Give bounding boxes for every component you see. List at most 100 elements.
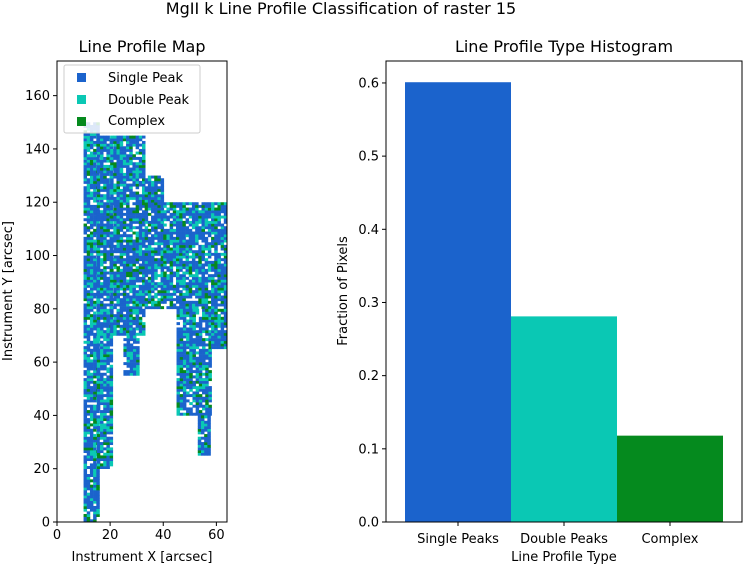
map-pixel [166,279,170,283]
map-pixel [192,346,196,350]
map-pixel [144,236,149,240]
map-pixel [86,218,91,222]
map-pixel [119,332,124,336]
map-pixel [172,242,177,246]
map-pixel [163,210,167,214]
map-pixel [100,463,104,467]
map-pixel [96,194,101,198]
map-pixel [89,162,94,166]
map-pixel [182,284,186,288]
map-pixel [144,178,149,182]
map-pixel [172,255,177,259]
map-pixel [122,172,127,176]
map-pixel [188,279,193,283]
map-pixel [182,380,187,384]
map-pixel [93,346,97,350]
map-pixel [142,164,146,168]
map-pixel [192,396,196,400]
map-pixel [113,303,117,307]
map-pixel [195,402,200,406]
map-pixel [122,324,127,328]
map-pixel [116,236,120,240]
map-pixel [214,316,218,320]
map-pixel [135,255,140,259]
map-pixel [86,148,91,152]
map-pixel [93,474,97,477]
map-pixel [176,410,181,414]
map-pixel [116,146,120,150]
map-pixel [202,311,206,315]
map-pixel [198,359,203,363]
map-pixel [217,271,221,275]
map-pixel [103,394,107,398]
map-pixel [113,140,117,144]
map-pixel [122,266,127,270]
map-pixel [214,300,218,304]
map-pixel [106,252,110,256]
map-pixel [157,215,161,219]
map-pixel [188,260,193,264]
map-pixel [93,460,97,464]
map-pixel [172,212,177,216]
map-pixel [214,250,218,254]
map-pixel [93,271,97,275]
map-pixel [96,340,100,344]
map-pixel [169,252,174,256]
map-pixel [186,386,190,390]
map-pixel [106,351,110,355]
map-pixel [207,274,212,278]
map-pixel [154,260,158,264]
map-pixel [135,236,140,240]
map-pixel [135,324,140,328]
map-pixel [96,188,101,192]
map-pixel [103,308,107,312]
map-pixel [185,202,190,206]
map-pixel [132,226,136,230]
map-pixel [83,223,88,227]
map-pixel [144,226,149,230]
map-pixel [220,228,225,232]
map-pixel [211,343,215,347]
map-pixel [106,463,110,467]
map-pixel [96,228,101,232]
map-pixel [192,356,196,360]
map-pixel [96,223,101,227]
map-pixel [211,204,215,208]
map-pixel [220,303,225,307]
map-pixel [198,351,203,355]
map-pixel [191,212,196,216]
map-pixel [89,444,94,448]
map-pixel [198,324,203,328]
map-pixel [93,207,97,211]
map-pixel [205,372,209,376]
map-pixel [83,415,88,419]
map-pixel [195,332,200,336]
map-pixel [138,215,143,219]
map-pixel [96,364,101,368]
map-pixel [103,196,107,200]
map-pixel [223,266,228,270]
map-pixel [136,356,140,360]
map-pixel [93,519,97,523]
map-pixel [122,199,127,203]
map-pixel [116,180,120,184]
map-pixel [220,279,225,283]
hist-y-tick-label: 0.6 [358,76,379,91]
map-pixel [142,236,146,240]
map-pixel [217,223,221,227]
map-pixel [151,263,155,267]
map-pixel [176,202,180,206]
map-pixel [100,303,104,307]
map-pixel [186,370,190,374]
map-pixel [83,199,88,203]
map-pixel [106,244,110,248]
map-pixel [179,228,183,232]
map-pixel [96,375,101,379]
map-pixel [113,210,117,214]
map-pixel [186,319,190,323]
map-pixel [103,423,107,427]
map-pixel [122,330,127,334]
map-pixel [83,311,88,315]
map-pixel [176,340,181,344]
map-pixel [119,247,124,251]
